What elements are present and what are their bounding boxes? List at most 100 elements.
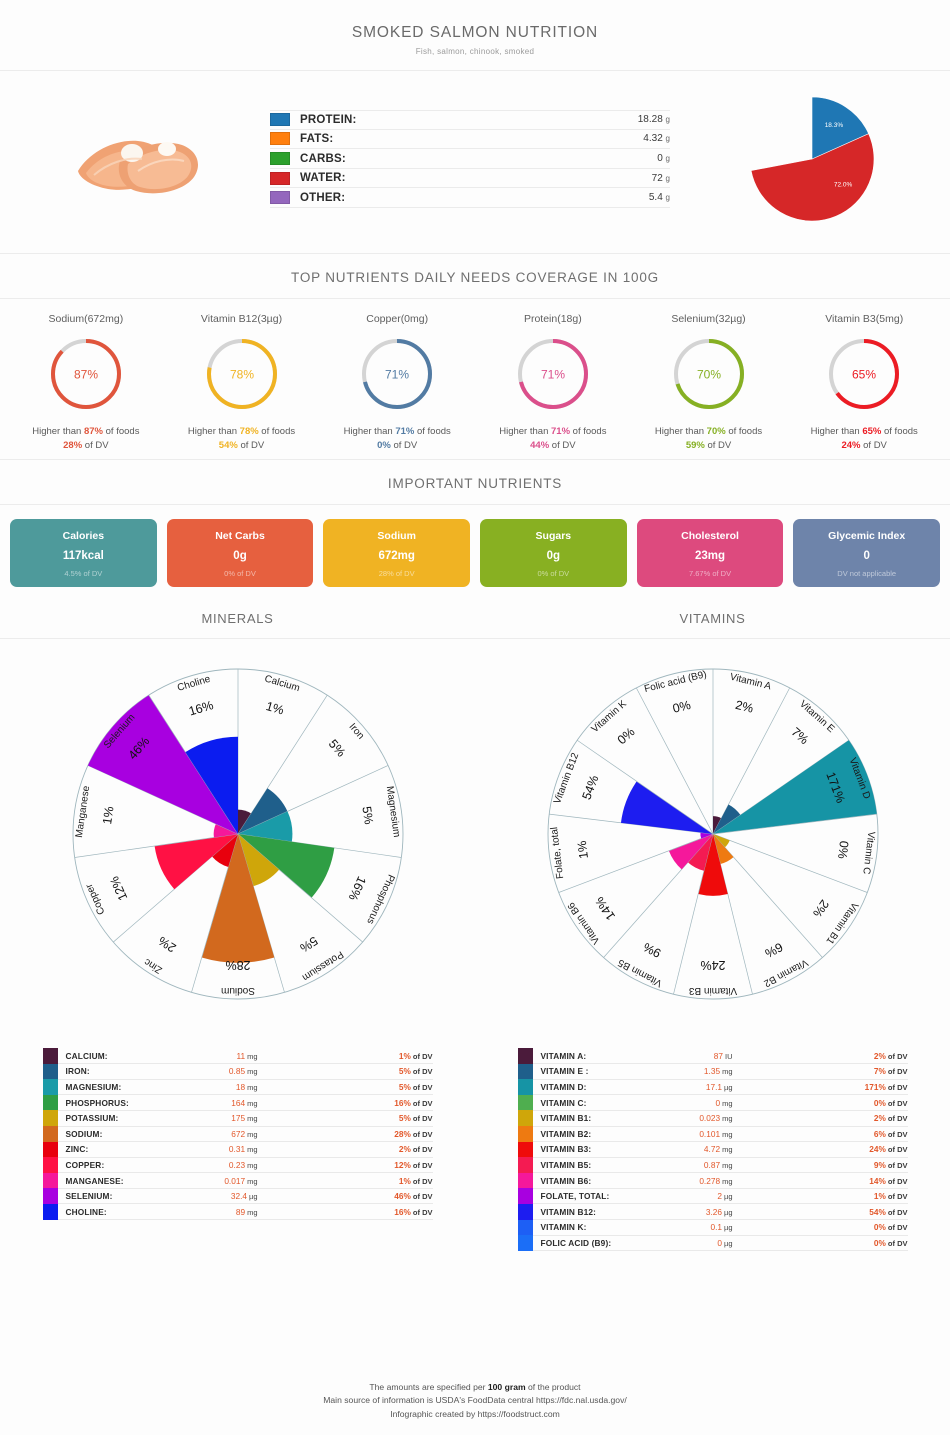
nutrient-amount: 0.87 mg xyxy=(703,1159,733,1170)
nutrient-color-swatch xyxy=(517,1079,533,1095)
table-row: VITAMIN D: 17.1 µg 171% of DV xyxy=(517,1079,908,1096)
nutrient-dv: 1% of DV xyxy=(873,1191,908,1202)
table-row: VITAMIN C: 0 mg 0% of DV xyxy=(517,1094,908,1111)
table-row: SELENIUM: 32.4 µg 46% of DV xyxy=(42,1188,433,1205)
nutrient-dv: 2% of DV xyxy=(873,1113,908,1124)
macro-color-swatch xyxy=(270,191,290,205)
nutrient-color-swatch xyxy=(517,1048,533,1064)
nutrient-card-label: Cholesterol xyxy=(681,529,739,542)
nutrient-dv: 5% of DV xyxy=(398,1082,433,1093)
macro-color-swatch xyxy=(270,113,290,127)
table-row: VITAMIN B2: 0.101 mg 6% of DV xyxy=(517,1126,908,1143)
rose-spoke xyxy=(602,833,713,958)
vitamins-panel: Vitamin A 2% Vitamin E 7% Vitamin D 171% Vitam… xyxy=(475,639,950,1252)
nutrient-name: VITAMIN A: xyxy=(540,1050,587,1061)
nutrient-dv: 171% of DV xyxy=(864,1082,908,1093)
rose-category-label: Sodium xyxy=(221,985,255,996)
rose-wedge xyxy=(237,833,279,886)
coverage-note: Higher than 87% of foods 28% of DV xyxy=(32,426,140,451)
macro-color-swatch xyxy=(270,171,290,185)
table-row: VITAMIN E : 1.35 mg 7% of DV xyxy=(517,1063,908,1080)
rose-value-label: 12% xyxy=(107,874,130,903)
nutrient-card-label: Glycemic Index xyxy=(828,529,906,542)
minerals-heading: MINERALS xyxy=(201,610,274,626)
nutrient-name: CALCIUM: xyxy=(65,1050,108,1061)
nutrient-name: VITAMIN B6: xyxy=(540,1175,592,1186)
nutrient-card-dv: 0% of DV xyxy=(537,568,570,578)
coverage-donut-svg: 70% xyxy=(673,339,744,409)
table-row: FOLATE, TOTAL: 2 µg 1% of DV xyxy=(517,1188,908,1205)
nutrient-name: PHOSPHORUS: xyxy=(65,1097,129,1108)
nutrient-name: VITAMIN B5: xyxy=(540,1159,592,1170)
rose-wedge xyxy=(237,787,287,834)
salmon-illustration-icon xyxy=(78,140,198,194)
nutrient-dv: 9% of DV xyxy=(873,1159,908,1170)
rose-spoke xyxy=(712,813,877,834)
rose-category-label: Vitamin B12 xyxy=(551,751,580,806)
rose-wedge xyxy=(87,694,238,834)
coverage-note: Higher than 65% of foods 24% of DV xyxy=(810,426,918,451)
rose-wedge xyxy=(184,736,238,834)
rose-wedge xyxy=(668,833,713,869)
rose-value-label: 24% xyxy=(700,958,725,972)
rose-value-label: 0% xyxy=(671,697,692,715)
table-row: SODIUM: 672 mg 28% of DV xyxy=(42,1126,433,1143)
rose-category-label: Zinc xyxy=(142,955,164,974)
coverage-donut-svg: 78% xyxy=(206,339,277,409)
nutrient-color-swatch xyxy=(42,1141,58,1158)
pie-slice-label: 72.0% xyxy=(834,182,853,189)
nutrient-card-label: Sodium xyxy=(377,529,416,542)
food-image xyxy=(0,109,270,209)
rose-spoke xyxy=(635,687,713,834)
coverage-donut-cell: Vitamin B3(5mg) 65% Higher than 65% of foo… xyxy=(786,313,942,453)
nutrient-color-swatch xyxy=(517,1063,533,1080)
donut-percent-label: 78% xyxy=(229,368,253,382)
page-title: SMOKED SALMON NUTRITION xyxy=(351,24,599,41)
nutrient-dv: 2% of DV xyxy=(873,1050,908,1061)
nutrient-amount: 175 mg xyxy=(231,1113,258,1124)
nutrient-amount: 32.4 µg xyxy=(230,1191,258,1202)
nutrient-card-dv: 4.5% of DV xyxy=(64,568,103,578)
nutrient-color-swatch xyxy=(42,1188,58,1204)
important-divider xyxy=(0,503,950,505)
nutrient-dv: 12% of DV xyxy=(394,1159,433,1170)
nutrient-name: VITAMIN B12: xyxy=(540,1206,597,1217)
nutrient-color-swatch xyxy=(42,1063,58,1080)
nutrient-amount: 0.101 mg xyxy=(699,1128,733,1139)
macro-legend-row: PROTEIN: 18.28 g xyxy=(270,110,670,130)
nutrient-dv: 16% of DV xyxy=(394,1206,433,1217)
rose-spoke xyxy=(548,813,713,834)
donut-progress-arc xyxy=(206,339,277,409)
macronutrient-section: PROTEIN: 18.28 g FATS: 4.32 g CARBS: 0 g WATER… xyxy=(0,71,950,239)
coverage-note: Higher than 71% of foods 0% of DV xyxy=(343,426,451,451)
nutrient-color-swatch xyxy=(517,1157,533,1173)
minerals-rose-chart: Calcium 1% Iron 5% Magnesium 5% Phosphorus 16% P… xyxy=(0,639,475,1039)
nutrient-amount: 0.1 µg xyxy=(710,1222,733,1233)
table-row: VITAMIN B3: 4.72 mg 24% of DV xyxy=(517,1141,908,1158)
nutrient-color-swatch xyxy=(42,1203,58,1220)
nutrient-name: IRON: xyxy=(65,1066,90,1077)
nutrient-dv: 6% of DV xyxy=(873,1128,908,1139)
coverage-donut-cell: Protein(18g) 71% Higher than 71% of foods 4… xyxy=(475,313,631,453)
nutrient-card: Sugars 0g 0% of DV xyxy=(480,518,627,587)
nutrient-name: ZINC: xyxy=(65,1144,89,1155)
nutrient-dv: 7% of DV xyxy=(873,1066,908,1077)
macro-value: 0 g xyxy=(657,153,670,164)
rose-category-label: Manganese xyxy=(73,784,91,838)
rose-value-label: 1% xyxy=(264,699,285,718)
coverage-donut-svg: 87% xyxy=(50,339,121,409)
rose-value-label: 1% xyxy=(100,805,116,825)
nutrient-dv: 14% of DV xyxy=(869,1175,908,1186)
rose-wedge xyxy=(712,739,877,834)
table-row: VITAMIN B5: 0.87 mg 9% of DV xyxy=(517,1157,908,1174)
nutrient-name: POTASSIUM: xyxy=(65,1113,119,1124)
macro-label: PROTEIN: xyxy=(300,113,357,126)
table-row: VITAMIN B12: 3.26 µg 54% of DV xyxy=(517,1203,908,1221)
donut-percent-label: 70% xyxy=(697,368,721,382)
nutrient-card-value: 672mg xyxy=(378,549,415,562)
table-row: VITAMIN B1: 0.023 mg 2% of DV xyxy=(517,1110,908,1127)
coverage-divider xyxy=(0,298,950,299)
donut-progress-arc xyxy=(517,339,588,409)
nutrient-color-swatch xyxy=(42,1157,58,1173)
rose-spoke xyxy=(558,833,713,893)
